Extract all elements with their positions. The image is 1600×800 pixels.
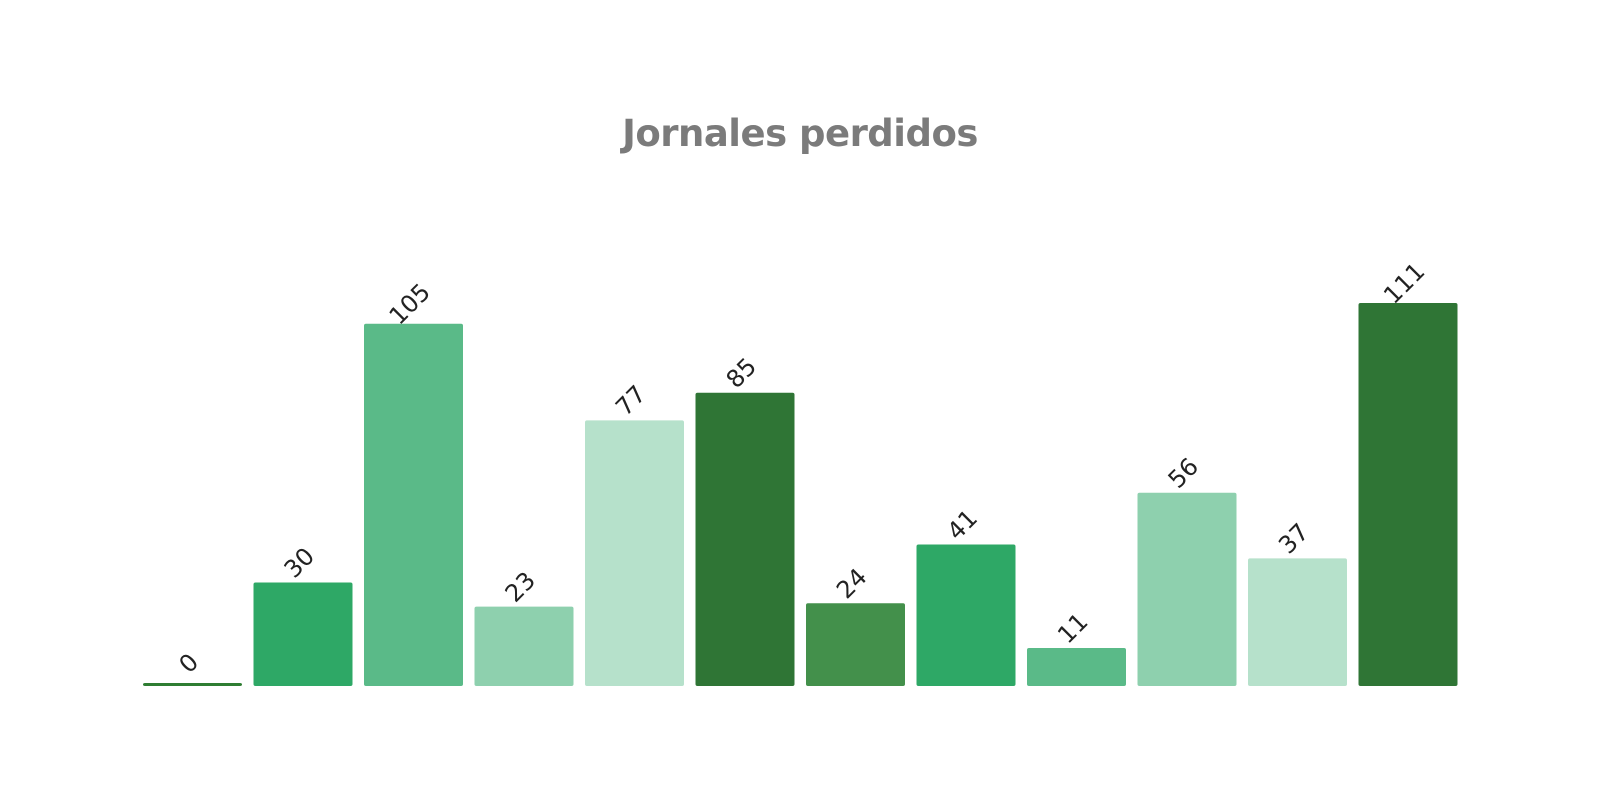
bar-3 xyxy=(364,323,463,686)
bar-9 xyxy=(1027,648,1126,686)
data-label-12: 111 xyxy=(1378,257,1430,309)
data-label-9: 11 xyxy=(1052,608,1093,649)
bar-11 xyxy=(1248,558,1347,686)
data-labels-layer: 0 30 105 23 77 85 24 41 11 56 37 111 xyxy=(174,257,1431,678)
data-label-10: 56 xyxy=(1163,452,1204,493)
bar-8 xyxy=(916,544,1016,686)
bar-4 xyxy=(474,606,574,686)
data-label-2: 30 xyxy=(279,542,320,583)
bar-12 xyxy=(1358,303,1458,686)
data-label-11: 37 xyxy=(1273,518,1314,559)
data-label-1: 0 xyxy=(174,648,205,679)
data-label-7: 24 xyxy=(831,563,872,604)
data-label-3: 105 xyxy=(384,278,436,330)
data-label-4: 23 xyxy=(500,566,541,607)
bars-layer xyxy=(143,303,1458,686)
bar-7 xyxy=(806,603,905,686)
bar-5 xyxy=(585,420,684,686)
bar-1 xyxy=(143,683,242,686)
bar-2 xyxy=(253,582,353,686)
chart-title: Jornales perdidos xyxy=(622,112,978,155)
bar-6 xyxy=(695,392,795,686)
data-label-8: 41 xyxy=(942,504,983,545)
bar-10 xyxy=(1137,492,1237,686)
data-label-5: 77 xyxy=(610,380,651,421)
data-label-6: 85 xyxy=(721,352,762,393)
